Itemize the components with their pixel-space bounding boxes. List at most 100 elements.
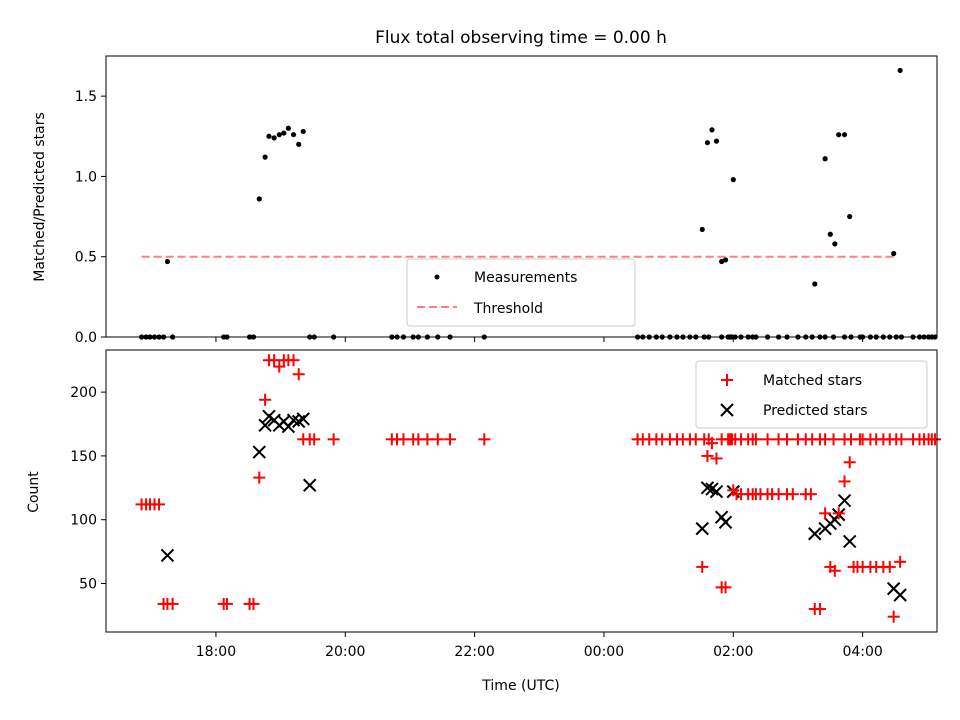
matched-stars-point (813, 603, 826, 616)
measurements-legend-marker (434, 274, 440, 280)
measurement-point (822, 156, 828, 162)
matched-stars-point (894, 555, 907, 568)
predicted-stars-point (700, 481, 715, 495)
matched-stars-point (292, 368, 305, 381)
bottom-plot-area: 50 100 150 200 18:00 20:00 22:00 00:00 02:00 04:0… (70, 354, 942, 660)
matched-stars-point (431, 433, 444, 446)
matched-stars-point (895, 433, 908, 446)
matched-stars-point (444, 433, 457, 446)
matched-stars-point (832, 507, 845, 520)
measurement-point (841, 132, 848, 138)
top-legend-box (406, 258, 636, 327)
predicted-stars-point (695, 521, 709, 536)
measurement-point (271, 135, 277, 141)
measurement-point (827, 231, 833, 237)
measurement-point (704, 140, 711, 146)
matched-stars-point (153, 498, 166, 511)
matched-stars-point (253, 471, 266, 484)
measurement-point (836, 132, 842, 138)
top-y-tick-label: 1.5 (75, 89, 97, 105)
measurement-point (300, 128, 306, 135)
bottom-y-tick-label: 150 (70, 449, 97, 465)
matched-stars-legend-label: Matched stars (763, 373, 862, 389)
predicted-stars-point (718, 515, 733, 529)
matched-stars-point (705, 437, 718, 450)
measurement-point (276, 132, 282, 138)
predicted-stars-point (258, 418, 272, 432)
measurement-point (897, 67, 903, 74)
matched-stars-point (421, 433, 434, 446)
predicted-stars-point (296, 412, 310, 426)
measurement-point (847, 213, 853, 220)
top-y-axis-label: Matched/Predicted stars (32, 112, 48, 282)
measurement-point (256, 196, 262, 202)
matched-stars-point (273, 360, 286, 373)
matched-stars-point (308, 433, 321, 446)
bottom-x-tick-label: 00:00 (584, 644, 624, 660)
bottom-x-tick-label: 04:00 (842, 644, 882, 660)
bottom-legend: Matched stars Predicted stars (695, 360, 928, 429)
measurement-point (164, 258, 171, 265)
predicted-stars-point (160, 548, 175, 563)
bottom-y-tick-label: 100 (70, 513, 97, 529)
matched-stars-point (786, 488, 799, 501)
measurement-point (262, 154, 268, 160)
predicted-stars-point (893, 588, 907, 602)
top-chart-title: Flux total observing time = 0.00 h (375, 28, 667, 48)
predicted-stars-legend-marker (720, 403, 734, 417)
measurement-point (296, 141, 302, 147)
matched-stars-point (701, 449, 714, 462)
measurement-point (812, 281, 818, 287)
matched-stars-point (828, 564, 841, 577)
measurement-point (713, 138, 720, 144)
bottom-y-tick-label: 200 (70, 385, 97, 401)
measurement-point (266, 133, 272, 139)
matched-stars-point (838, 475, 851, 488)
bottom-x-axis-label: Time (UTC) (481, 678, 559, 694)
matched-stars-point (327, 433, 340, 446)
measurement-point (285, 125, 291, 131)
matched-stars-point (478, 433, 491, 446)
bottom-legend-box (695, 360, 928, 429)
bottom-x-tick-label: 20:00 (325, 644, 365, 660)
bottom-y-tick-label: 50 (79, 577, 97, 593)
measurement-point (709, 127, 715, 133)
matched-stars-point (887, 610, 900, 623)
predicted-stars-point (303, 478, 317, 492)
measurement-point (730, 177, 736, 183)
top-y-tick-label: 0.0 (75, 330, 97, 346)
predicted-stars-legend-label: Predicted stars (763, 403, 868, 419)
matched-stars-point (819, 507, 832, 520)
top-y-tick-label: 1.0 (75, 169, 97, 185)
matched-stars-point (780, 433, 793, 446)
matched-stars-point (166, 597, 179, 610)
top-axes-frame (105, 55, 938, 338)
bottom-axes-frame (105, 349, 938, 633)
matched-stars-point (929, 433, 942, 446)
measurement-point (891, 250, 897, 257)
predicted-stars-point (709, 484, 724, 499)
matched-stars-point (883, 560, 896, 573)
top-y-tick-label: 0.5 (75, 250, 97, 266)
predicted-stars-point (252, 445, 266, 459)
bottom-x-tick-label: 22:00 (454, 644, 494, 660)
matched-stars-point (843, 456, 856, 469)
measurement-point (281, 130, 287, 136)
bottom-x-tick-label: 18:00 (196, 644, 236, 660)
measurement-point (699, 226, 705, 233)
matched-stars-point (220, 597, 233, 610)
predicted-stars-point (842, 534, 857, 549)
matched-stars-point (804, 488, 817, 501)
predicted-stars-point (837, 493, 852, 508)
matched-stars-point (287, 354, 300, 367)
matched-stars-point (749, 433, 762, 446)
measurement-point (722, 257, 729, 263)
matched-stars-point (259, 393, 272, 406)
matched-stars-point (761, 433, 774, 446)
matched-stars-legend-marker (721, 374, 733, 386)
bottom-y-axis-label: Count (26, 471, 42, 513)
matched-stars-point (827, 433, 840, 446)
matched-stars-point (719, 581, 732, 594)
